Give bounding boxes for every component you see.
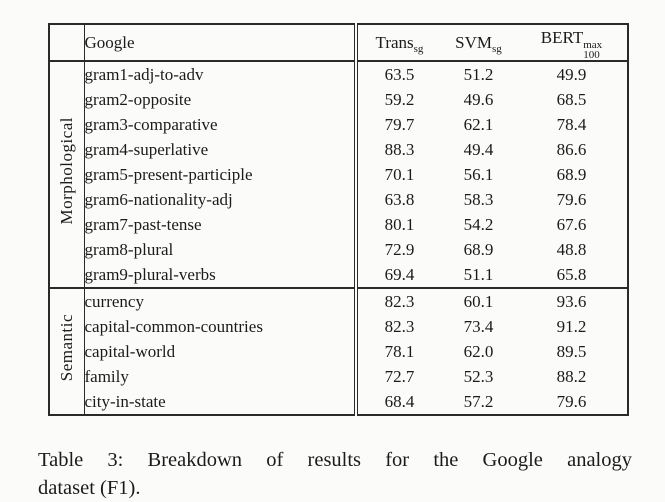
value-cell: 68.9 bbox=[463, 240, 494, 259]
method-subscript: sg bbox=[413, 43, 424, 55]
value-cell: 56.1 bbox=[463, 165, 494, 184]
method-name: SVM bbox=[455, 33, 493, 52]
table-row: Morphological gram1-adj-to-adv 63.5 51.2 49.… bbox=[49, 61, 628, 288]
value-cell: 68.5 bbox=[556, 90, 587, 109]
value-cell: 82.3 bbox=[384, 317, 415, 336]
value-cell: 79.6 bbox=[556, 392, 587, 411]
value-cell: 72.9 bbox=[384, 240, 415, 259]
method-supsub: max 100 bbox=[583, 40, 602, 60]
value-cell: 79.6 bbox=[556, 190, 587, 209]
value-cell: 88.2 bbox=[556, 367, 587, 386]
value-cell: 89.5 bbox=[556, 342, 587, 361]
table-row: capital-common-countries 82.3 73.4 91.2 bbox=[49, 314, 628, 339]
value-cell: 88.3 bbox=[384, 140, 415, 159]
category-name: gram9-plural-verbs bbox=[84, 262, 358, 288]
value-cell: 54.2 bbox=[463, 215, 494, 234]
method-subscript: 100 bbox=[583, 49, 600, 61]
value-cell: 72.7 bbox=[384, 367, 415, 386]
value-cell: 80.1 bbox=[384, 215, 415, 234]
value-cell: 48.8 bbox=[556, 240, 587, 259]
category-name: city-in-state bbox=[84, 389, 358, 415]
method-name: Trans bbox=[375, 33, 414, 52]
table-row: gram4-superlative 88.3 49.4 86.6 bbox=[49, 137, 628, 162]
category-name: currency bbox=[84, 287, 358, 314]
value-cell: 70.1 bbox=[384, 165, 415, 184]
value-cell: 63.5 bbox=[384, 65, 415, 84]
header-method-bert: BERT max 100 bbox=[516, 24, 628, 62]
table-row: gram7-past-tense 80.1 54.2 67.6 bbox=[49, 212, 628, 237]
table-caption: Table 3: Breakdown of results for the Go… bbox=[38, 446, 632, 502]
table-row: family 72.7 52.3 88.2 bbox=[49, 364, 628, 389]
table-row: city-in-state 68.4 57.2 79.6 bbox=[49, 389, 628, 415]
method-name: BERT bbox=[540, 28, 584, 47]
value-cell: 78.1 bbox=[384, 342, 415, 361]
table-row: gram9-plural-verbs 69.4 51.1 65.8 bbox=[49, 262, 628, 288]
value-cell: 59.2 bbox=[384, 90, 415, 109]
header-empty-cell bbox=[49, 24, 85, 62]
value-cell: 49.6 bbox=[463, 90, 494, 109]
caption-line-1: Table 3: Breakdown of results for the Go… bbox=[38, 448, 632, 471]
value-cell: 60.1 bbox=[441, 287, 516, 314]
value-cell: 51.1 bbox=[463, 265, 494, 284]
value-cell: 62.1 bbox=[463, 115, 494, 134]
value-cell: 78.4 bbox=[556, 115, 587, 134]
value-cell: 65.8 bbox=[556, 265, 587, 284]
value-cell: 52.3 bbox=[463, 367, 494, 386]
value-cell: 63.8 bbox=[384, 190, 415, 209]
category-name: gram5-present-participle bbox=[84, 162, 358, 187]
value-cell: 58.3 bbox=[463, 190, 494, 209]
value-cell: 49.9 bbox=[556, 65, 587, 84]
group-label-text: Semantic bbox=[57, 314, 77, 382]
header-row: Google Transsg SVMsg BERT max 100 bbox=[49, 24, 628, 62]
table-row: gram3-comparative 79.7 62.1 78.4 bbox=[49, 112, 628, 137]
category-name: gram2-opposite bbox=[84, 87, 358, 112]
value-cell: 67.6 bbox=[556, 215, 587, 234]
value-cell: 86.6 bbox=[556, 140, 587, 159]
table-row: capital-world 78.1 62.0 89.5 bbox=[49, 339, 628, 364]
results-table: Google Transsg SVMsg BERT max 100 Morpholo… bbox=[48, 23, 629, 416]
value-cell: 82.3 bbox=[356, 287, 441, 314]
value-cell: 73.4 bbox=[463, 317, 494, 336]
category-name: gram3-comparative bbox=[84, 112, 358, 137]
caption-line-2: dataset (F1). bbox=[38, 476, 141, 499]
category-name: family bbox=[84, 364, 358, 389]
value-cell: 49.4 bbox=[463, 140, 494, 159]
group-label-text: Morphological bbox=[57, 117, 77, 225]
group-label-morphological: Morphological bbox=[49, 61, 85, 288]
value-cell: 68.4 bbox=[384, 392, 415, 411]
value-cell: 91.2 bbox=[556, 317, 587, 336]
category-name: gram6-nationality-adj bbox=[84, 187, 358, 212]
table-row: Semantic currency 82.3 60.1 93.6 bbox=[49, 287, 628, 415]
category-name: gram7-past-tense bbox=[84, 212, 358, 237]
value-cell: 57.2 bbox=[463, 392, 494, 411]
header-method-svm: SVMsg bbox=[441, 24, 516, 62]
category-name: gram1-adj-to-adv bbox=[84, 61, 358, 87]
value-cell: 79.7 bbox=[384, 115, 415, 134]
value-cell: 62.0 bbox=[463, 342, 494, 361]
table-row: gram6-nationality-adj 63.8 58.3 79.6 bbox=[49, 187, 628, 212]
table-row: gram8-plural 72.9 68.9 48.8 bbox=[49, 237, 628, 262]
table-row: gram2-opposite 59.2 49.6 68.5 bbox=[49, 87, 628, 112]
category-name: capital-common-countries bbox=[84, 314, 358, 339]
header-dataset-label: Google bbox=[84, 24, 358, 62]
category-name: gram4-superlative bbox=[84, 137, 358, 162]
category-name: gram8-plural bbox=[84, 237, 358, 262]
table-row: gram5-present-participle 70.1 56.1 68.9 bbox=[49, 162, 628, 187]
value-cell: 93.6 bbox=[516, 287, 628, 314]
group-label-semantic: Semantic bbox=[49, 287, 85, 415]
method-subscript: sg bbox=[492, 43, 502, 55]
value-cell: 68.9 bbox=[556, 165, 587, 184]
value-cell: 51.2 bbox=[463, 65, 494, 84]
value-cell: 69.4 bbox=[384, 265, 415, 284]
header-method-trans: Transsg bbox=[356, 24, 441, 62]
method-superscript: max bbox=[583, 39, 603, 51]
category-name: capital-world bbox=[84, 339, 358, 364]
